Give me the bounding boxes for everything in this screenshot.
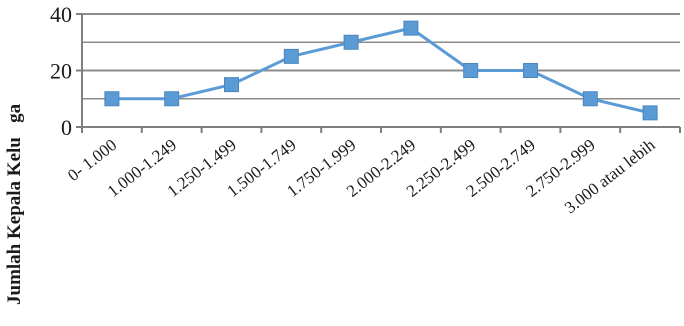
- data-point: [343, 34, 359, 50]
- y-axis-title: Jumlah Kepala Kelu ga: [4, 103, 25, 305]
- data-point: [283, 48, 299, 64]
- data-point: [582, 91, 598, 107]
- y-tick-label: 40: [50, 2, 72, 27]
- data-point: [164, 91, 180, 107]
- axes: [76, 13, 681, 133]
- data-point: [403, 20, 419, 36]
- x-tick-labels: 0- 1.0001.000-1.2491.250-1.4991.500-1.74…: [64, 135, 659, 217]
- data-point: [224, 77, 239, 93]
- gridlines: [82, 13, 680, 100]
- series-line: [111, 26, 651, 115]
- y-tick-label: 0: [61, 115, 72, 140]
- y-tick-labels: 0 20 40: [50, 2, 72, 140]
- data-point: [104, 91, 120, 107]
- data-point: [463, 63, 479, 78]
- series-1: [104, 20, 658, 121]
- data-point: [642, 105, 658, 121]
- data-point: [523, 63, 538, 78]
- x-tick-label: 0- 1.000: [64, 135, 120, 185]
- y-tick-label: 20: [50, 59, 72, 84]
